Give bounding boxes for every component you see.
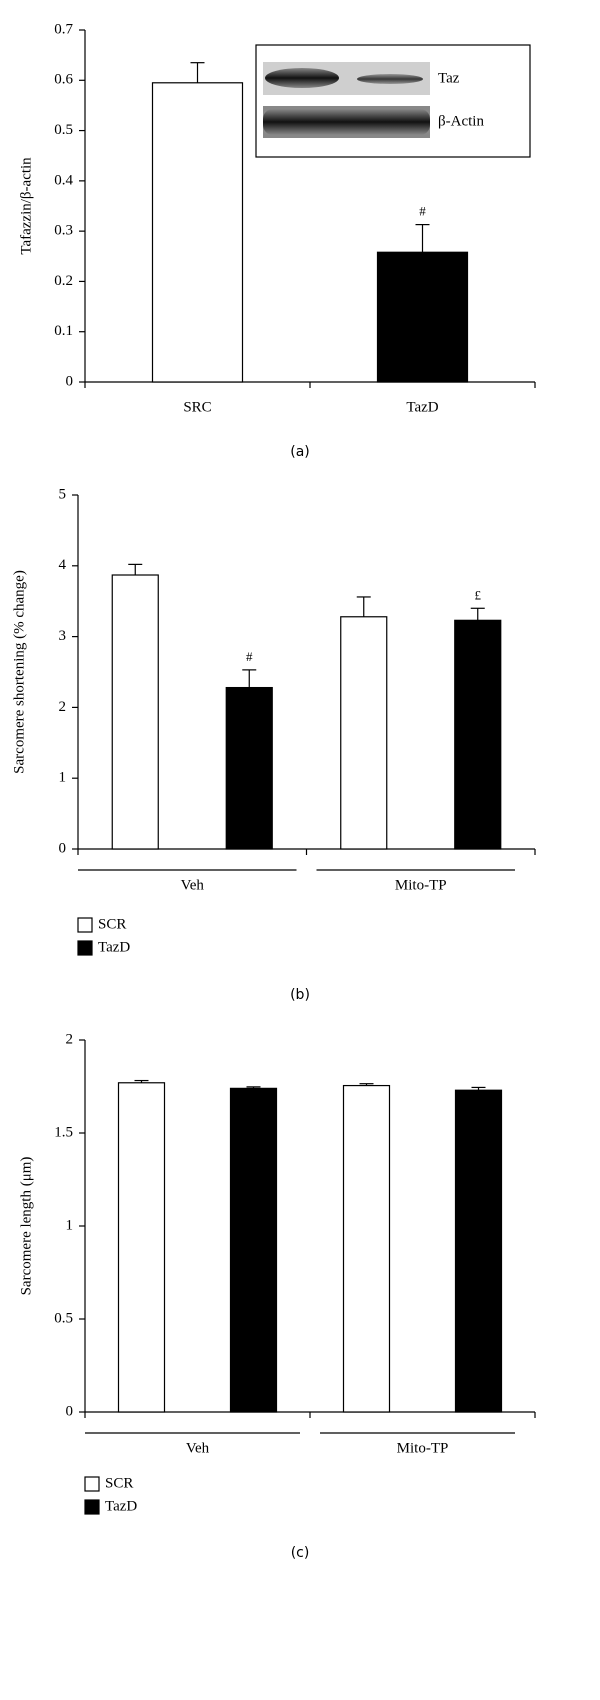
- legend-label: TazD: [105, 1498, 137, 1514]
- blot-band: [263, 109, 430, 135]
- bar: [151, 82, 244, 383]
- bar: [454, 1089, 503, 1413]
- y-tick-label: 0.2: [54, 273, 73, 289]
- x-tick-label: Mito-TP: [395, 877, 447, 893]
- y-tick-label: 3: [59, 628, 67, 644]
- annotation: #: [246, 649, 253, 664]
- x-tick-label: SRC: [183, 399, 211, 415]
- legend-swatch: [84, 1499, 100, 1515]
- legend-swatch: [77, 940, 93, 956]
- bar: [342, 1084, 391, 1413]
- y-axis-label: Tafazzin/β-actin: [18, 157, 34, 255]
- y-tick-label: 0.7: [54, 21, 73, 37]
- x-tick-label: TazD: [406, 399, 438, 415]
- y-tick-label: 0.3: [54, 223, 73, 239]
- legend-label: TazD: [98, 939, 130, 955]
- bar: [376, 251, 469, 383]
- y-tick-label: 0.6: [54, 72, 73, 88]
- caption: (b): [290, 987, 310, 1003]
- legend-label: SCR: [105, 1475, 133, 1491]
- y-tick-label: 0.1: [54, 323, 73, 339]
- blot-band: [265, 68, 339, 88]
- bar: [117, 1082, 166, 1413]
- y-tick-label: 4: [59, 557, 67, 573]
- blot-band: [357, 74, 423, 84]
- bar: [225, 686, 273, 850]
- y-tick-label: 1: [59, 770, 67, 786]
- inset-frame: [255, 44, 531, 158]
- y-axis-label: Sarcomere length (μm): [18, 1157, 34, 1296]
- y-tick-label: 0.5: [54, 122, 73, 138]
- y-tick-label: 0.5: [54, 1310, 73, 1326]
- legend-swatch: [84, 1476, 100, 1492]
- bar: [340, 616, 388, 850]
- y-axis-label: Sarcomere shortening (% change): [11, 570, 27, 774]
- caption: (c): [291, 1545, 310, 1561]
- inset-label: Taz: [438, 70, 460, 86]
- annotation: £: [475, 587, 482, 602]
- y-tick-label: 1.5: [54, 1124, 73, 1140]
- bar: [454, 619, 502, 850]
- legend-label: SCR: [98, 916, 126, 932]
- x-tick-label: Mito-TP: [397, 1440, 449, 1456]
- caption: (a): [290, 444, 310, 460]
- y-tick-label: 0: [59, 840, 67, 856]
- inset-label: β-Actin: [438, 113, 484, 129]
- bar: [111, 574, 159, 850]
- x-tick-label: Veh: [186, 1440, 210, 1456]
- bar: [229, 1087, 278, 1413]
- western-blot-inset: Taz β-Actin: [255, 44, 531, 158]
- y-tick-label: 0: [66, 373, 74, 389]
- y-tick-label: 2: [66, 1031, 74, 1047]
- y-tick-label: 2: [59, 699, 67, 715]
- annotation: #: [419, 204, 426, 219]
- legend-swatch: [77, 917, 93, 933]
- x-tick-label: Veh: [181, 877, 205, 893]
- y-tick-label: 0.4: [54, 172, 73, 188]
- y-tick-label: 1: [66, 1217, 74, 1233]
- y-tick-label: 0: [66, 1403, 74, 1419]
- y-tick-label: 5: [59, 486, 67, 502]
